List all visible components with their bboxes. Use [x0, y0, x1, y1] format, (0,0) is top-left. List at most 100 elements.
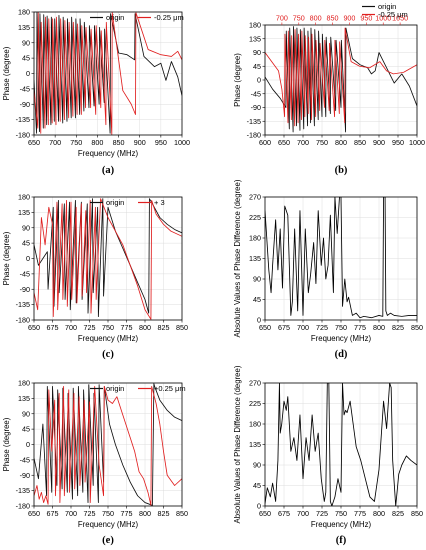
x-tick-label: 600 — [259, 138, 271, 147]
x-tick-label: 800 — [139, 323, 151, 332]
x-axis-label: Frequency (MHz) — [78, 149, 139, 158]
x-tick-label: 850 — [411, 509, 423, 518]
x-tick-label: 825 — [158, 323, 170, 332]
x-tick-label: 750 — [335, 509, 347, 518]
y-tick-label: -180 — [247, 131, 261, 140]
x-tick-label: 650 — [259, 323, 271, 332]
y-tick-label: 90 — [253, 48, 261, 57]
x-tick-label: 850 — [176, 509, 188, 518]
legend-label: -0.25 μm — [154, 13, 184, 22]
x-tick-label: 675 — [278, 323, 290, 332]
series-line--0-25-m — [265, 27, 417, 127]
y-axis-label: Absolute Values of Phase Difference (deg… — [233, 179, 242, 337]
x-tick-label: 800 — [91, 138, 103, 147]
top-x-tick-label: 800 — [310, 14, 322, 23]
y-axis-label: Phase (degree) — [2, 231, 11, 285]
y-axis-label: Absolute Values of Phase Difference (deg… — [233, 365, 242, 523]
top-x-tick-label: 900 — [343, 14, 355, 23]
legend-label: -0.25 μm — [378, 10, 408, 19]
panel-label: (c) — [102, 349, 114, 360]
y-tick-label: 45 — [253, 62, 261, 71]
y-tick-label: 180 — [18, 8, 30, 17]
y-tick-label: 45 — [253, 295, 261, 304]
legend-label: +0.25 μm — [154, 384, 186, 393]
legend: origin-0.25 μm — [362, 2, 408, 19]
x-tick-label: 650 — [28, 509, 40, 518]
x-tick-label: 750 — [102, 509, 114, 518]
y-tick-label: 0 — [257, 76, 261, 85]
x-tick-label: 825 — [392, 509, 404, 518]
series-line-origin — [34, 12, 182, 134]
x-tick-label: 1000 — [174, 138, 190, 147]
y-tick-label: 0 — [26, 69, 30, 78]
y-tick-label: -180 — [16, 502, 30, 511]
series-line--3 — [34, 198, 182, 320]
y-tick-label: 90 — [253, 275, 261, 284]
y-tick-label: 0 — [26, 254, 30, 263]
panel-label: (a) — [102, 165, 115, 176]
x-tick-label: 725 — [84, 323, 96, 332]
y-tick-label: 180 — [18, 193, 30, 202]
y-tick-label: 0 — [26, 440, 30, 449]
x-tick-label: 750 — [335, 323, 347, 332]
x-tick-label: 800 — [335, 138, 347, 147]
y-tick-label: -180 — [16, 131, 30, 140]
panel-f: 650 675 700 725 750 775 800 825 850 0 45 90 135 180 22… — [233, 365, 423, 546]
y-tick-label: 45 — [22, 54, 30, 63]
x-tick-label: 700 — [297, 509, 309, 518]
top-x-tick-label: 1000 — [375, 14, 391, 23]
x-tick-label: 850 — [354, 138, 366, 147]
series-line-difference — [265, 383, 417, 506]
x-axis-label: Frequency (MHz) — [78, 520, 139, 529]
x-tick-label: 775 — [121, 323, 133, 332]
y-tick-label: 180 — [249, 234, 261, 243]
series-line--0-25-m — [34, 12, 182, 135]
panel-d: 650 675 700 725 750 775 800 825 850 0 45 90 135 180 22… — [233, 179, 423, 360]
x-tick-label: 825 — [158, 509, 170, 518]
x-tick-label: 850 — [411, 323, 423, 332]
legend: origin +0.25 μm — [90, 384, 186, 393]
x-tick-label: 650 — [28, 138, 40, 147]
legend-label: + 3 — [154, 198, 165, 207]
x-tick-label: 650 — [278, 138, 290, 147]
y-tick-label: -180 — [16, 316, 30, 325]
y-tick-label: 135 — [18, 394, 30, 403]
y-tick-label: 45 — [22, 425, 30, 434]
x-tick-label: 725 — [84, 509, 96, 518]
y-tick-label: 180 — [249, 420, 261, 429]
x-tick-label: 700 — [49, 138, 61, 147]
x-tick-label: 700 — [297, 323, 309, 332]
y-tick-label: -135 — [16, 486, 30, 495]
y-tick-label: -45 — [20, 455, 30, 464]
y-tick-label: 45 — [22, 239, 30, 248]
y-tick-label: 135 — [18, 23, 30, 32]
x-tick-label: 950 — [155, 138, 167, 147]
y-axis-label: Phase (degree) — [2, 417, 11, 471]
x-tick-label: 1000 — [409, 138, 425, 147]
y-tick-label: 135 — [18, 208, 30, 217]
panel-label: (b) — [335, 165, 348, 176]
x-tick-label: 650 — [28, 323, 40, 332]
panel-e: 650 675 700 725 750 775 800 825 850 -180 -135 -90 -4… — [2, 379, 188, 547]
x-tick-label: 750 — [316, 138, 328, 147]
series-line-difference — [265, 197, 417, 319]
y-tick-label: 270 — [249, 379, 261, 388]
x-tick-label: 950 — [392, 138, 404, 147]
x-tick-label: 725 — [316, 323, 328, 332]
y-tick-label: 135 — [249, 254, 261, 263]
y-tick-label: -45 — [20, 269, 30, 278]
x-tick-label: 800 — [373, 323, 385, 332]
y-tick-label: 225 — [249, 213, 261, 222]
y-tick-label: 225 — [249, 399, 261, 408]
x-tick-label: 775 — [121, 509, 133, 518]
panel-label: (f) — [336, 535, 347, 546]
panel-label: (e) — [102, 535, 114, 546]
y-tick-label: 135 — [249, 34, 261, 43]
y-tick-label: -45 — [251, 89, 261, 98]
x-tick-label: 775 — [354, 323, 366, 332]
legend-label: origin — [106, 198, 124, 207]
x-tick-label: 850 — [113, 138, 125, 147]
x-tick-label: 900 — [134, 138, 146, 147]
y-tick-label: 90 — [22, 38, 30, 47]
